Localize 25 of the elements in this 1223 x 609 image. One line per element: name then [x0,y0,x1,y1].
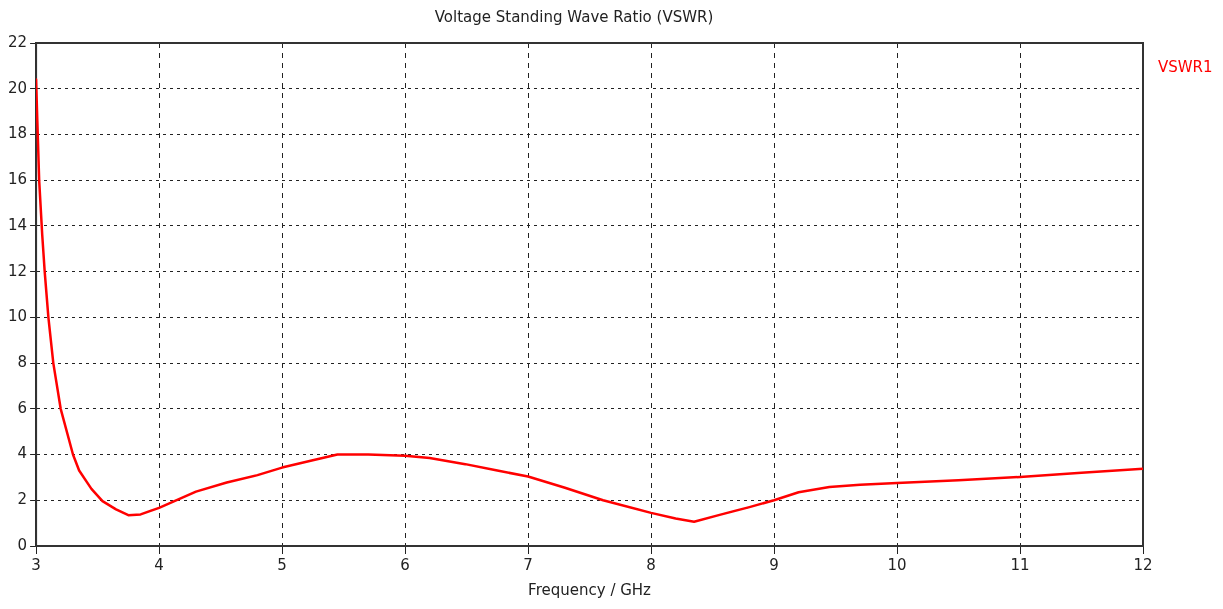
text: VSWR1 [1158,57,1213,76]
x-tick-label: 10 [887,555,907,574]
x-tick-label: 4 [154,555,164,574]
x-axis-title: Frequency / GHz [528,580,652,599]
y-tick-label: 8 [17,352,28,371]
x-tick-label: 8 [646,555,656,574]
x-tick-label: 6 [400,555,410,574]
y-tick-label: 12 [7,261,28,280]
y-tick-label: 14 [7,215,28,234]
y-tick-label: 10 [7,307,28,326]
chart-title: Voltage Standing Wave Ratio (VSWR) [434,7,714,26]
y-tick-label: 22 [7,32,28,51]
y-tick-label: 2 [17,490,28,509]
x-tick-label: 11 [1010,555,1030,574]
y-tick-label: 16 [7,170,28,189]
x-tick-label: 12 [1133,555,1153,574]
y-tick-label: 0 [17,535,28,554]
y-tick-label: 20 [7,78,28,97]
y-tick-label: 18 [7,124,28,143]
x-tick-label: 5 [277,555,287,574]
x-tick-label: 3 [31,555,41,574]
y-tick-label: 6 [17,398,28,417]
y-tick-label: 4 [17,444,28,463]
x-tick-label: 9 [769,555,779,574]
x-tick-label: 7 [523,555,533,574]
